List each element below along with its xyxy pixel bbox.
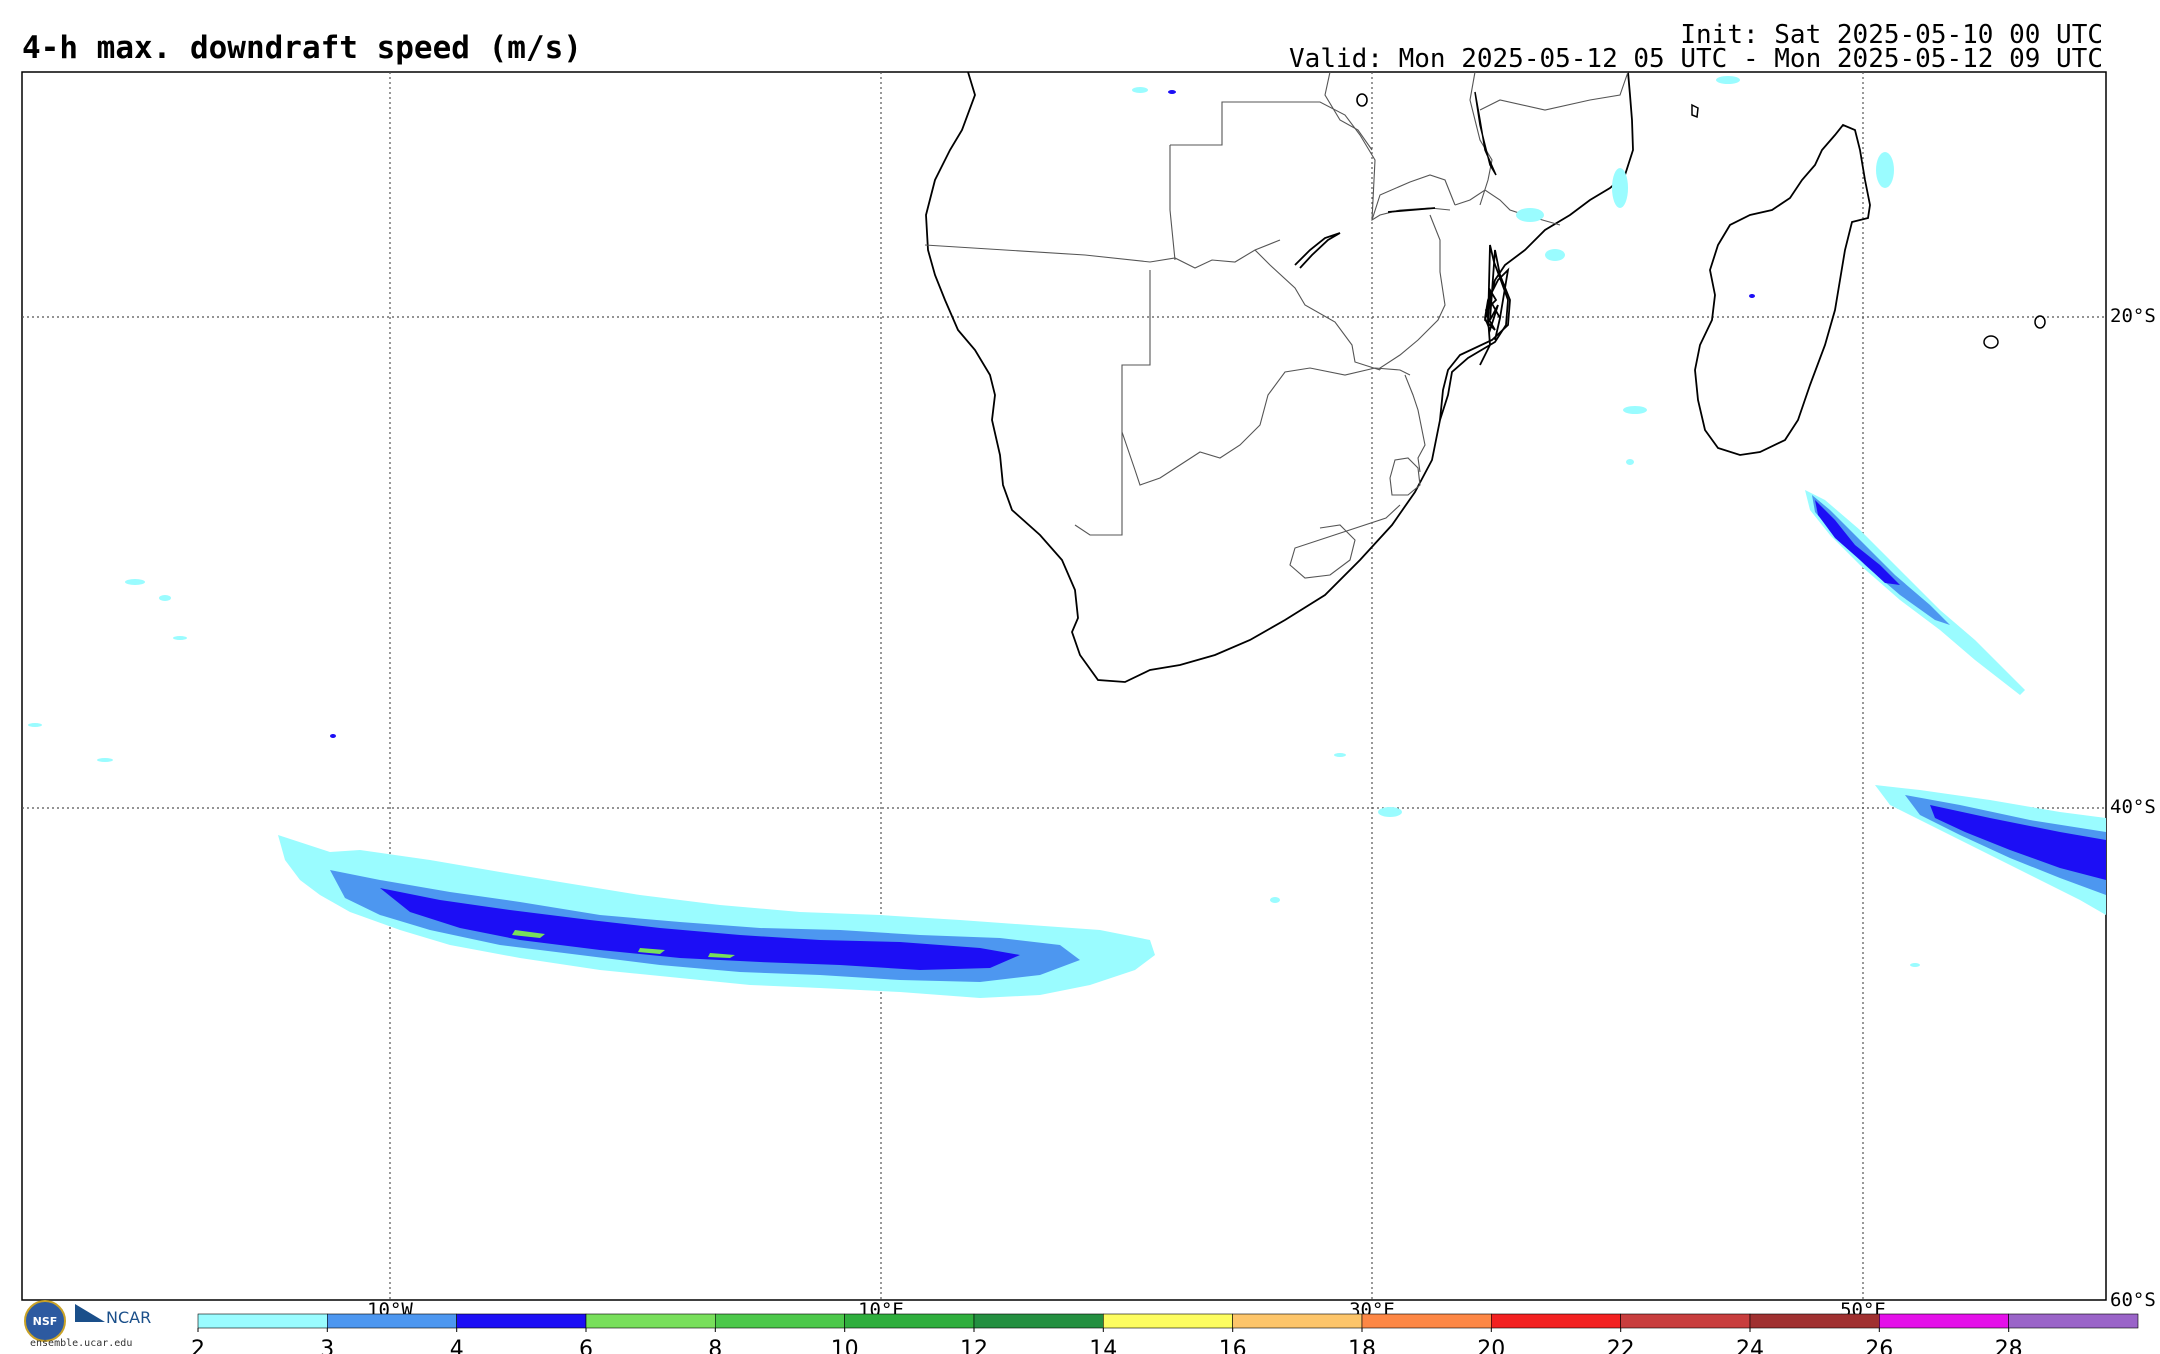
colorbar-tick-label: 6: [579, 1337, 593, 1354]
lake-mweru: [1356, 93, 1368, 107]
ncar-logo-mark: [75, 1304, 105, 1322]
downdraft-band-east-edge: [1875, 785, 2106, 915]
colorbar-swatch: [327, 1313, 457, 1329]
gridlines: [22, 72, 2106, 1300]
colorbar-swatch: [1620, 1313, 1751, 1329]
colorbar-swatch: [1491, 1313, 1621, 1329]
colorbar-swatch: [973, 1313, 1104, 1329]
colorbar-tick-label: 20: [1477, 1337, 1505, 1354]
colorbar-tick-label: 16: [1219, 1337, 1247, 1354]
downdraft-band-southeast-madagascar: [1805, 490, 2025, 695]
logo-area: NSF NCAR ensemble.ucar.edu: [20, 1300, 170, 1354]
colorbar-tick-label: 8: [708, 1337, 722, 1354]
nsf-logo: NSF: [24, 1300, 66, 1342]
lat-label-20s: 20°S: [2110, 305, 2156, 327]
comoros: [1691, 103, 1699, 119]
colorbar-tick-label: 10: [831, 1337, 859, 1354]
colorbar-swatch: [1232, 1313, 1363, 1329]
colorbar-tick-label: 26: [1865, 1337, 1893, 1354]
colorbar-tick-label: 28: [1995, 1337, 2023, 1354]
lake-malawi: [1474, 91, 1497, 176]
colorbar-swatch: [714, 1313, 845, 1329]
reunion: [2034, 315, 2046, 329]
colorbar-tick-label: 2: [191, 1337, 205, 1354]
colorbar-swatch: [197, 1313, 328, 1329]
east-coast: [1439, 244, 1509, 421]
colorbar-swatch: [585, 1313, 716, 1329]
colorbar-tick-label: 4: [450, 1337, 464, 1354]
lake-cahora: [1387, 207, 1436, 213]
ncar-logo-text: NCAR: [106, 1308, 152, 1327]
valid-time: Valid: Mon 2025-05-12 05 UTC - Mon 2025-…: [1289, 44, 2103, 74]
madagascar: [1694, 123, 1871, 456]
lat-label-40s: 40°S: [2110, 796, 2156, 818]
colorbar-tick-label: 22: [1607, 1337, 1635, 1354]
lat-label-60s: 60°S: [2110, 1289, 2156, 1311]
lake-kariba: [1294, 232, 1341, 269]
downdraft-band-south-atlantic: [278, 835, 1155, 998]
init-time: Init: Sat 2025-05-10 00 UTC: [1680, 20, 2103, 50]
downdraft-scattered-cells: [28, 76, 1920, 967]
colorbar-swatch: [844, 1313, 975, 1329]
colorbar-swatch: [1749, 1313, 1880, 1329]
colorbar-swatch: [2008, 1313, 2139, 1329]
map-title: 4-h max. downdraft speed (m/s): [22, 30, 582, 66]
africa-coastline: [925, 71, 1634, 683]
colorbar-tick-label: 14: [1089, 1337, 1117, 1354]
colorbar-swatch: [1361, 1313, 1492, 1329]
colorbar-tick-label: 12: [960, 1337, 988, 1354]
site-url: ensemble.ucar.edu: [30, 1338, 133, 1349]
map-frame: [21, 71, 2107, 1301]
colorbar: 2 3 4 6 8 10 12 14 16 18 20 22 24 26 28: [191, 1313, 2139, 1354]
colorbar-swatch: [1879, 1313, 2009, 1329]
colorbar-tick-label: 24: [1736, 1337, 1764, 1354]
downdraft-scattered-dark: [330, 90, 1755, 738]
colorbar-tick-label: 3: [320, 1337, 334, 1354]
colorbar-tick-label: 18: [1348, 1337, 1376, 1354]
colorbar-swatch: [456, 1313, 587, 1329]
mauritius: [1983, 335, 1999, 349]
colorbar-swatch: [1102, 1313, 1233, 1329]
